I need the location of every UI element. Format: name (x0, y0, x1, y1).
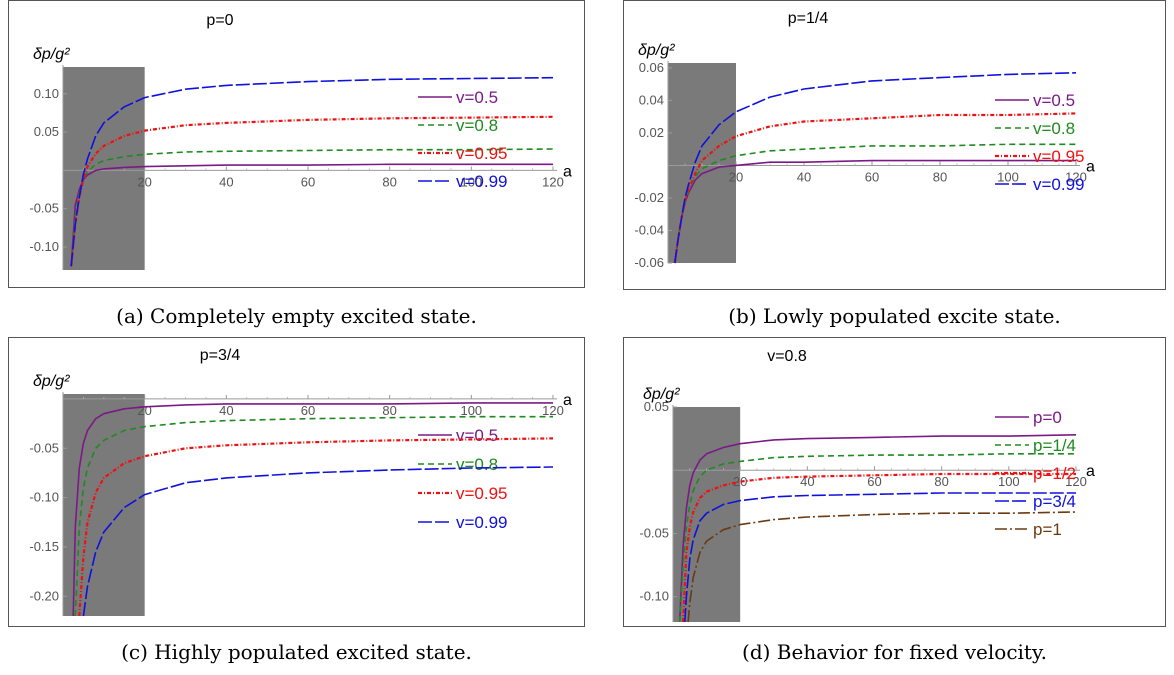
chart-c-series-line (72, 402, 553, 617)
chart-c-series-line (78, 437, 554, 617)
chart-b-y-tick-label: -0.04 (634, 222, 664, 237)
caption-c: (c) Highly populated excited state. (121, 640, 472, 664)
chart-c: 20 40 60 80 100 120 -0.05 -0.10 -0.15 -0.20 p=3/4 δ… (8, 337, 585, 627)
chart-c-x-tick-label: 100 (460, 403, 482, 418)
chart-d-legend-label: p=3/4 (1033, 492, 1076, 511)
chart-b-y-tick-label: 0.04 (639, 92, 664, 107)
caption-a: (a) Completely empty excited state. (116, 304, 477, 328)
chart-b-y-tick-label: -0.06 (634, 255, 664, 270)
chart-c-shaded-region (63, 394, 145, 616)
chart-a-legend-label: v=0.95 (456, 144, 508, 163)
chart-d-legend-label: p=0 (1033, 408, 1062, 427)
chart-a-y-tick-label: 0.10 (34, 86, 59, 101)
chart-d-x-tick-label: 120 (1065, 474, 1087, 489)
chart-c-y-label: δp/g² (33, 373, 70, 390)
chart-b-x-tick-label: 20 (729, 169, 743, 184)
chart-a-x-tick-label: 100 (460, 174, 482, 189)
chart-a-series-line (70, 148, 554, 267)
chart-panel-c: 20 40 60 80 100 120 -0.05 -0.10 -0.15 -0.20 p=3/4 δ… (8, 337, 585, 627)
chart-d-legend-label: p=1 (1033, 520, 1062, 539)
chart-panel-a: 20 40 60 80 100 120 0.10 0.05 -0.05 -0.10 p=0 δp/g²… (8, 0, 585, 288)
chart-a-title: p=0 (206, 12, 233, 29)
chart-b-x-tick-label: 120 (1065, 169, 1087, 184)
chart-d-x-tick-label: 60 (867, 474, 881, 489)
chart-d-title: v=0.8 (767, 348, 807, 365)
chart-c-x-tick-label: 60 (301, 403, 315, 418)
chart-a-legend-label: v=0.99 (456, 172, 508, 191)
chart-d-series-line (687, 511, 1077, 623)
chart-d-series-line (678, 434, 1077, 623)
chart-b-x-tick-label: 40 (797, 169, 811, 184)
chart-c-legend-label: v=0.8 (456, 455, 498, 474)
chart-d-y-tick-label: -0.05 (639, 525, 669, 540)
chart-d-shaded-region (673, 407, 741, 622)
chart-panel-b: 20 40 60 80 100 120 0.06 0.04 0.02 -0.02 -0.04 -0.0… (623, 0, 1166, 290)
chart-d-x-tick-label: 40 (800, 474, 814, 489)
chart-b-legend-label: v=0.99 (1033, 175, 1085, 194)
chart-a-y-tick-label: -0.10 (29, 239, 59, 254)
chart-a-legend-label: v=0.5 (456, 88, 498, 107)
chart-c-title: p=3/4 (200, 347, 241, 364)
chart-d-y-label: δp/g² (643, 386, 680, 403)
chart-c-y-tick-label: -0.05 (29, 440, 59, 455)
chart-d-series-line (682, 472, 1076, 623)
chart-a-x-tick-label: 20 (137, 174, 151, 189)
chart-c-series-line (82, 466, 554, 617)
chart-d-series-line (684, 492, 1076, 623)
chart-d-x-tick-label: 100 (998, 474, 1020, 489)
chart-d: 20 40 60 80 100 1200.05-0.05-0.10v=0.8δp/g²ap… (623, 337, 1166, 627)
chart-b-y-tick-label: -0.02 (634, 190, 664, 205)
chart-b-legend-label: v=0.5 (1033, 91, 1075, 110)
chart-d-legend-label: p=1/4 (1033, 436, 1076, 455)
caption-d: (d) Behavior for fixed velocity. (742, 640, 1047, 664)
chart-d-x-label: a (1086, 463, 1095, 480)
chart-b-x-tick-label: 60 (865, 169, 879, 184)
chart-d-y-tick-label: -0.10 (639, 589, 669, 604)
chart-b-title: p=1/4 (788, 10, 829, 27)
chart-c-x-tick-label: 20 (137, 403, 151, 418)
chart-b-y-label: δp/g² (638, 42, 675, 59)
chart-d-series-line (678, 453, 1076, 623)
chart-b-legend-label: v=0.8 (1033, 119, 1075, 138)
chart-a-x-tick-label: 60 (301, 174, 315, 189)
chart-b-x-tick-label: 80 (933, 169, 947, 184)
chart-d-x-tick-label: 80 (934, 474, 948, 489)
chart-b-y-tick-label: 0.02 (639, 125, 664, 140)
chart-b-legend-label: v=0.95 (1033, 147, 1085, 166)
chart-c-x-label: a (563, 392, 572, 409)
chart-a-x-tick-label: 80 (382, 174, 396, 189)
chart-c-legend-label: v=0.99 (456, 513, 508, 532)
chart-a-legend-label: v=0.8 (456, 116, 498, 135)
chart-d-legend-label: p=1/2 (1033, 464, 1076, 483)
chart-c-y-tick-label: -0.15 (29, 539, 59, 554)
chart-b-series-line (674, 72, 1077, 264)
chart-c-y-tick-label: -0.10 (29, 490, 59, 505)
chart-c-series-line (74, 415, 553, 617)
chart-a-y-tick-label: 0.05 (34, 124, 59, 139)
chart-a-series-line (70, 76, 554, 267)
chart-c-x-tick-label: 80 (382, 403, 396, 418)
chart-c-x-tick-label: 120 (542, 403, 564, 418)
chart-d-y-tick-label: 0.05 (644, 399, 669, 414)
chart-a-x-tick-label: 120 (542, 174, 564, 189)
chart-b-y-tick-label: 0.06 (639, 60, 664, 75)
chart-c-legend-label: v=0.95 (456, 484, 508, 503)
chart-b-x-label: a (1086, 158, 1095, 175)
caption-b: (b) Lowly populated excite state. (728, 304, 1061, 328)
chart-a: 20 40 60 80 100 120 0.10 0.05 -0.05 -0.10 p=0 δp/g²… (8, 0, 585, 288)
chart-c-legend-label: v=0.5 (456, 426, 498, 445)
chart-c-y-tick-label: -0.20 (29, 588, 59, 603)
chart-d-x-tick-label: 20 (733, 474, 747, 489)
chart-a-x-label: a (563, 163, 572, 180)
chart-panel-d: 20 40 60 80 100 120 0.05 -0.05 -0.10 v=0.8 δp/g² a p… (623, 337, 1166, 627)
chart-b: 20 40 60 80 100 120 0.06 0.04 0.02 -0.02 -0.04 -0.0… (623, 0, 1166, 290)
chart-a-y-label: δp/g² (33, 46, 70, 63)
chart-a-x-tick-label: 40 (219, 174, 233, 189)
chart-a-y-tick-label: -0.05 (29, 201, 59, 216)
chart-c-x-tick-label: 40 (219, 403, 233, 418)
chart-b-x-tick-label: 100 (997, 169, 1019, 184)
